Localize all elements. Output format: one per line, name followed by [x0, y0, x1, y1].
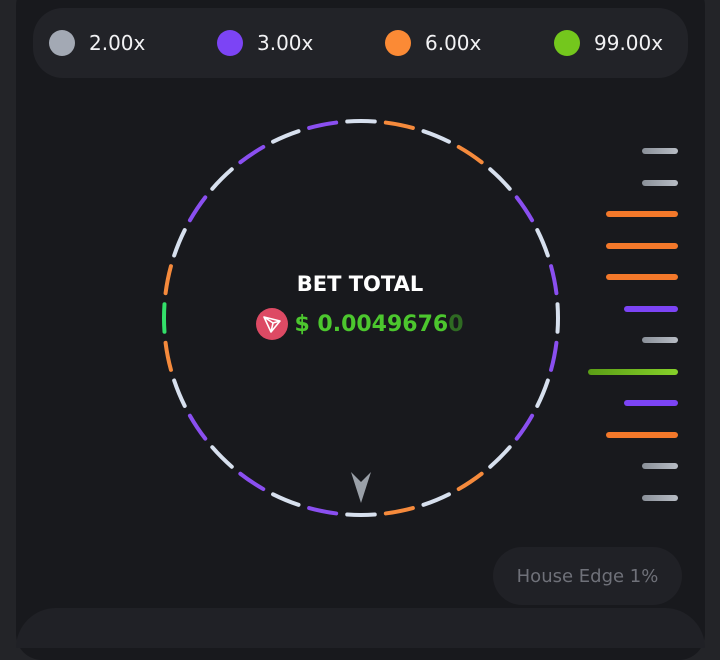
history-bar	[624, 306, 678, 312]
history-bar	[588, 369, 678, 375]
wheel-segment	[517, 197, 532, 220]
wheel-segment	[212, 169, 231, 188]
history-bar	[606, 211, 678, 217]
history-bar	[624, 400, 678, 406]
amount-faded-digit: 0	[448, 312, 463, 337]
history-bar	[606, 243, 678, 249]
wheel-segment	[190, 416, 205, 439]
history-bar	[606, 274, 678, 280]
wheel-segment	[240, 474, 263, 489]
wheel-segment	[551, 343, 556, 370]
history-bar	[642, 463, 678, 469]
wheel-segment	[190, 197, 205, 220]
wheel-segment	[309, 123, 336, 128]
wheel-segment	[537, 230, 548, 255]
wheel-segment	[537, 380, 548, 405]
wheel-segment	[174, 380, 185, 405]
wheel-segment	[423, 131, 448, 142]
wheel-segment	[273, 131, 298, 142]
history-bar	[642, 180, 678, 186]
wheel-segment	[490, 447, 509, 466]
wheel-segment	[386, 123, 413, 128]
tron-icon	[256, 308, 288, 340]
history-bar	[642, 495, 678, 501]
wheel-segment	[174, 230, 185, 255]
wheel-segment	[459, 474, 482, 489]
controls-panel	[16, 608, 705, 648]
wheel-segment	[273, 494, 298, 505]
wheel-segment	[490, 169, 509, 188]
wheel-segment	[386, 508, 413, 513]
wheel-segment	[212, 447, 231, 466]
bet-total-label: BET TOTAL	[160, 272, 560, 296]
arrowhead-pointer-icon	[349, 472, 373, 504]
wheel-segment	[166, 343, 171, 370]
history-bar	[606, 432, 678, 438]
wheel-segment	[309, 508, 336, 513]
bet-total-amount: $ 0.00496760	[160, 308, 560, 340]
history-bar	[642, 337, 678, 343]
house-edge-button[interactable]: House Edge 1%	[493, 547, 682, 605]
wheel-segment	[459, 147, 482, 162]
wheel-segment	[423, 494, 448, 505]
wheel-segment	[240, 147, 263, 162]
history-bar	[642, 148, 678, 154]
amount-value: $ 0.0049676	[294, 312, 448, 337]
wheel-segment	[517, 416, 532, 439]
